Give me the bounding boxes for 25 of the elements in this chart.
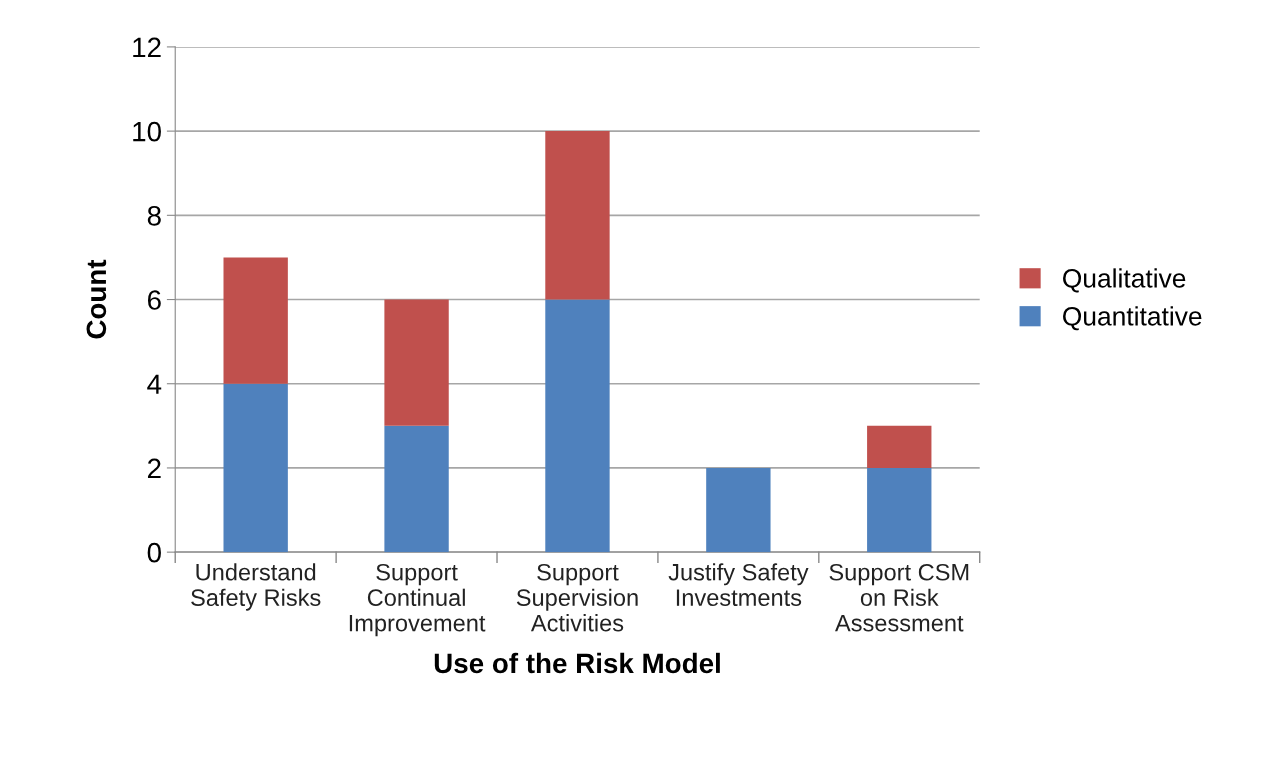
y-tick-label: 0	[147, 542, 161, 563]
y-axis-title: Count	[86, 259, 107, 339]
bar	[867, 425, 932, 468]
x-tick-label: Support Continual Improvement	[349, 563, 486, 637]
bar	[384, 299, 449, 426]
y-tick-label: 12	[133, 37, 161, 57]
legend-label: Qualitative	[1063, 268, 1186, 293]
x-tick-label: Justify Safety Investments	[668, 563, 809, 607]
x-tick-label: Understand Safety Risks	[191, 563, 321, 611]
x-axis-title: Use of the Risk Model	[434, 652, 720, 674]
bar	[223, 383, 288, 553]
x-tick-label: Support CSM on Risk Assessment	[829, 563, 969, 632]
bar	[545, 131, 610, 300]
bar	[867, 467, 932, 553]
bar	[706, 467, 771, 553]
bar	[545, 299, 610, 553]
bar	[223, 257, 288, 384]
legend-label: Quantitative	[1063, 306, 1202, 331]
y-tick-label: 4	[147, 374, 162, 394]
y-tick-label: 2	[147, 458, 161, 478]
y-tick-label: 6	[147, 290, 161, 310]
x-tick-label: Support Supervision Activities	[516, 563, 638, 632]
bar	[384, 425, 449, 553]
y-tick-label: 10	[133, 121, 161, 142]
y-tick-label: 8	[147, 205, 161, 226]
